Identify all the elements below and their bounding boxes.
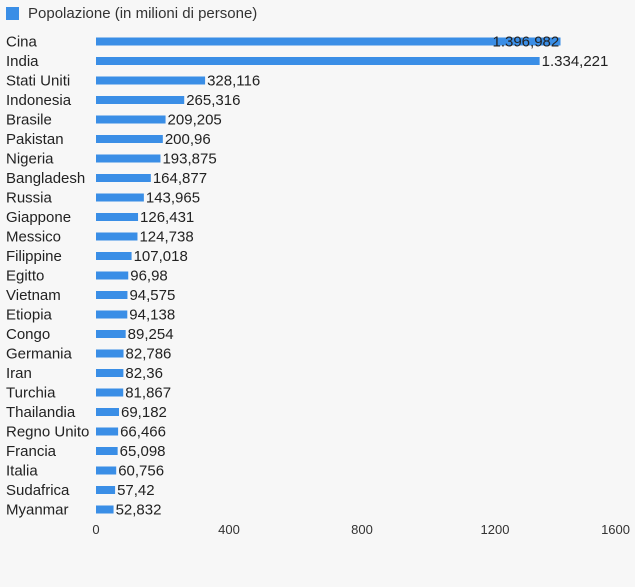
bar[interactable] xyxy=(96,57,540,65)
category-label: Congo xyxy=(6,326,50,343)
bar[interactable] xyxy=(96,76,206,85)
value-label: 96,98 xyxy=(130,268,168,285)
bar[interactable] xyxy=(96,174,151,182)
category-label: Cina xyxy=(6,34,38,51)
category-label: Stati Uniti xyxy=(6,73,70,90)
x-tick-label: 0 xyxy=(92,522,99,537)
value-label: 265,316 xyxy=(186,92,240,109)
bar[interactable] xyxy=(96,154,161,163)
category-label: Brasile xyxy=(6,112,52,129)
value-label: 209,205 xyxy=(168,112,222,129)
bar[interactable] xyxy=(96,349,124,358)
value-label: 126,431 xyxy=(140,209,194,226)
category-label: India xyxy=(6,53,39,70)
bar[interactable] xyxy=(96,369,124,377)
category-label: Messico xyxy=(6,229,61,246)
value-label: 60,756 xyxy=(118,463,164,480)
category-label: Russia xyxy=(6,190,53,207)
x-tick-label: 800 xyxy=(351,522,373,537)
value-label: 89,254 xyxy=(128,326,174,343)
value-label: 328,116 xyxy=(207,73,260,90)
value-label: 200,96 xyxy=(165,131,211,148)
value-label: 107,018 xyxy=(134,248,188,265)
legend-swatch xyxy=(6,7,19,20)
category-label: Iran xyxy=(6,365,32,382)
bar[interactable] xyxy=(96,486,116,494)
category-label: Filippine xyxy=(6,248,62,265)
category-label: Nigeria xyxy=(6,151,54,168)
category-label: Myanmar xyxy=(6,502,69,519)
bar[interactable] xyxy=(96,96,185,104)
value-label: 94,138 xyxy=(129,307,175,324)
value-label: 52,832 xyxy=(116,502,162,519)
category-label: Indonesia xyxy=(6,92,72,109)
value-label: 1.334,221 xyxy=(542,53,609,70)
category-label: Giappone xyxy=(6,209,71,226)
bar[interactable] xyxy=(96,388,124,397)
category-label: Egitto xyxy=(6,268,44,285)
bar[interactable] xyxy=(96,232,138,241)
x-tick-label: 1600 xyxy=(601,522,630,537)
bar[interactable] xyxy=(96,115,166,124)
bar[interactable] xyxy=(96,193,144,202)
x-tick-label: 1200 xyxy=(481,522,510,537)
value-label: 164,877 xyxy=(153,170,207,187)
category-label: Turchia xyxy=(6,385,56,402)
bar[interactable] xyxy=(96,447,118,455)
category-label: Pakistan xyxy=(6,131,64,148)
value-label: 66,466 xyxy=(120,424,166,441)
bar[interactable] xyxy=(96,291,128,299)
category-label: Francia xyxy=(6,443,57,460)
value-label: 124,738 xyxy=(139,229,193,246)
value-label: 81,867 xyxy=(125,385,171,402)
value-label: 69,182 xyxy=(121,404,167,421)
category-label: Thailandia xyxy=(6,404,76,421)
category-label: Etiopia xyxy=(6,307,53,324)
value-label: 1.396,982 xyxy=(492,34,559,51)
category-label: Germania xyxy=(6,346,73,363)
bar[interactable] xyxy=(96,271,129,280)
value-label: 82,786 xyxy=(126,346,172,363)
value-label: 94,575 xyxy=(129,287,175,304)
category-label: Sudafrica xyxy=(6,482,70,499)
bar[interactable] xyxy=(96,310,128,319)
bar[interactable] xyxy=(96,505,114,514)
bar[interactable] xyxy=(96,466,117,475)
category-label: Vietnam xyxy=(6,287,61,304)
bar[interactable] xyxy=(96,330,126,338)
category-label: Regno Unito xyxy=(6,424,89,441)
bar[interactable] xyxy=(96,427,119,436)
bar[interactable] xyxy=(96,37,561,46)
value-label: 143,965 xyxy=(146,190,200,207)
legend[interactable]: Popolazione (in milioni di persone) xyxy=(6,5,257,22)
bar[interactable] xyxy=(96,252,132,260)
category-label: Bangladesh xyxy=(6,170,85,187)
value-label: 82,36 xyxy=(125,365,163,382)
category-label: Italia xyxy=(6,463,38,480)
bar[interactable] xyxy=(96,213,139,221)
legend-label: Popolazione (in milioni di persone) xyxy=(28,5,258,22)
bar[interactable] xyxy=(96,408,120,416)
value-label: 193,875 xyxy=(162,151,216,168)
value-label: 65,098 xyxy=(120,443,166,460)
x-tick-label: 400 xyxy=(218,522,240,537)
bar[interactable] xyxy=(96,135,163,143)
value-label: 57,42 xyxy=(117,482,155,499)
